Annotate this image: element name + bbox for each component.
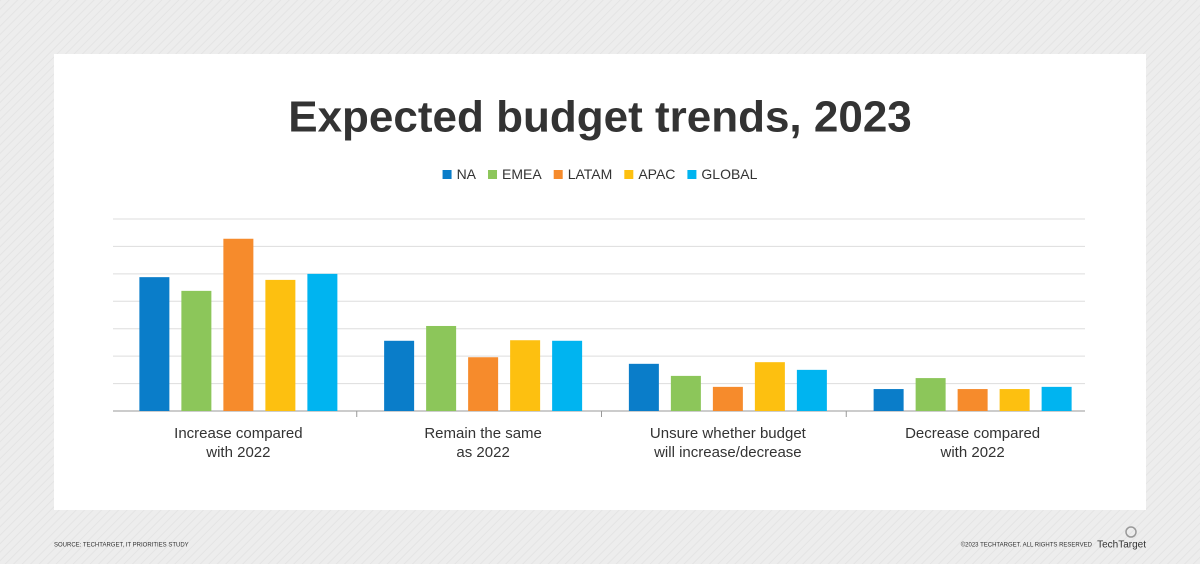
x-tick-label: Decrease compared with 2022: [905, 425, 1040, 461]
copyright: ©2023 TECHTARGET. ALL RIGHTS RESERVED: [961, 542, 1093, 549]
legend-swatch: [488, 170, 498, 179]
bar: [181, 290, 212, 411]
x-tick-label: Unsure whether budget will increase/decre…: [650, 425, 807, 461]
bar: [957, 389, 988, 411]
logo: TechTarget: [1097, 540, 1146, 551]
bar: [796, 369, 827, 411]
bar: [1041, 386, 1072, 411]
bar: [307, 273, 338, 411]
x-tick-label: Remain the same as 2022: [424, 425, 542, 461]
x-tick-label: Increase compared with 2022: [174, 425, 302, 461]
bar: [712, 386, 743, 411]
bar: [915, 378, 946, 411]
legend-label: APAC: [638, 166, 675, 182]
bar: [426, 325, 457, 411]
legend-swatch: [687, 170, 697, 179]
legend-label: LATAM: [568, 166, 613, 182]
bar: [223, 238, 254, 411]
legend-label: EMEA: [502, 166, 542, 182]
chart-title: Expected budget trends, 2023: [288, 93, 912, 142]
bar: [265, 279, 296, 411]
bar: [754, 362, 785, 411]
legend-label: GLOBAL: [701, 166, 757, 182]
bar: [670, 375, 701, 411]
bar: [552, 340, 583, 411]
source: SOURCE: TECHTARGET, IT PRIORITIES STUDY: [54, 543, 189, 549]
legend-swatch: [624, 170, 634, 179]
legend-swatch: [553, 170, 563, 179]
bar: [510, 340, 541, 411]
bar: [384, 340, 415, 411]
bar: [999, 389, 1030, 411]
bar: [139, 277, 170, 411]
logo-icon: [1125, 526, 1137, 538]
bar: [468, 357, 499, 411]
legend-label: NA: [457, 166, 477, 182]
legend-swatch: [442, 170, 452, 179]
bar: [628, 363, 659, 411]
bar: [873, 389, 904, 411]
